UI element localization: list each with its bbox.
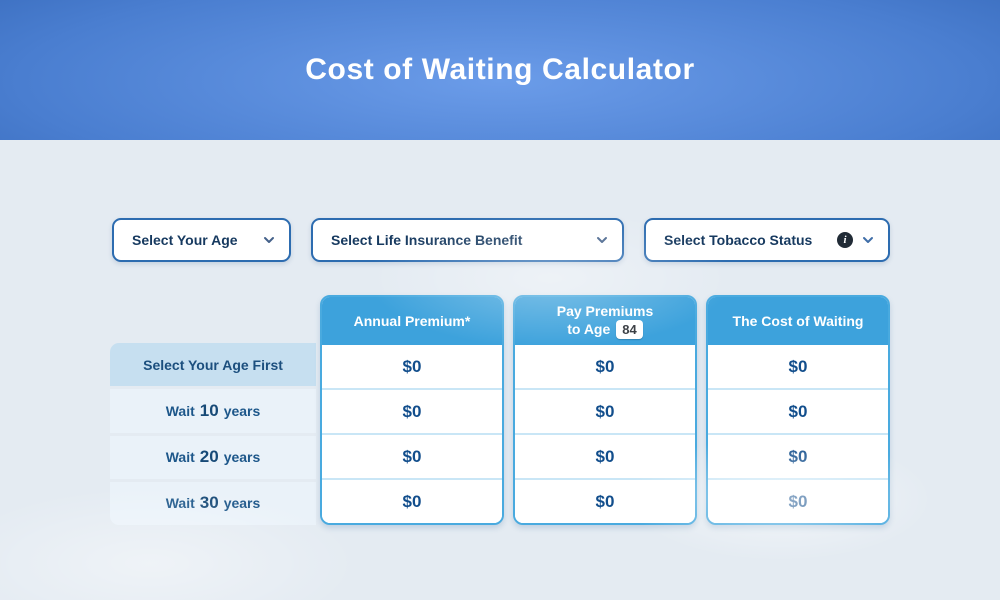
row-label-wait-10: Wait 10 years — [110, 389, 316, 433]
row-label-select-age-first: Select Your Age First — [110, 343, 316, 387]
column-pay-premiums: Pay Premiums to Age 84 $0 $0 $0 $0 — [513, 295, 697, 525]
value-cell: $0 — [322, 433, 502, 478]
select-benefit-dropdown[interactable]: Select Life Insurance Benefit — [311, 218, 624, 262]
chevron-down-icon — [863, 237, 873, 243]
value-cell: $0 — [515, 478, 695, 523]
page-title: Cost of Waiting Calculator — [305, 53, 695, 86]
select-age-dropdown[interactable]: Select Your Age — [112, 218, 291, 262]
value-cell: $0 — [708, 433, 888, 478]
filter-bar: Select Your Age Select Life Insurance Be… — [112, 218, 890, 262]
column-header-annual-premium: Annual Premium* — [322, 297, 502, 345]
select-tobacco-dropdown[interactable]: Select Tobacco Status i — [644, 218, 890, 262]
row-label-wait-20: Wait 20 years — [110, 435, 316, 479]
select-benefit-label: Select Life Insurance Benefit — [331, 232, 523, 248]
age-badge: 84 — [616, 320, 643, 339]
value-cell: $0 — [322, 345, 502, 388]
row-label-column: Select Your Age First Wait 10 years Wait… — [110, 343, 316, 525]
value-cell: $0 — [708, 478, 888, 523]
value-cell: $0 — [322, 388, 502, 433]
value-cell: $0 — [708, 388, 888, 433]
info-icon[interactable]: i — [837, 232, 853, 248]
column-cost-of-waiting: The Cost of Waiting $0 $0 $0 $0 — [706, 295, 890, 525]
column-header-pay-premiums: Pay Premiums to Age 84 — [515, 297, 695, 345]
row-label-wait-30: Wait 30 years — [110, 481, 316, 525]
chevron-down-icon — [264, 237, 274, 243]
value-cell: $0 — [515, 345, 695, 388]
column-annual-premium: Annual Premium* $0 $0 $0 $0 — [320, 295, 504, 525]
value-cell: $0 — [708, 345, 888, 388]
header-banner: Cost of Waiting Calculator — [0, 0, 1000, 140]
results-table: Select Your Age First Wait 10 years Wait… — [110, 295, 890, 525]
select-age-label: Select Your Age — [132, 232, 238, 248]
value-cell: $0 — [322, 478, 502, 523]
value-cell: $0 — [515, 433, 695, 478]
column-header-cost-of-waiting: The Cost of Waiting — [708, 297, 888, 345]
chevron-down-icon — [597, 237, 607, 243]
value-cell: $0 — [515, 388, 695, 433]
select-tobacco-label: Select Tobacco Status — [664, 232, 813, 248]
